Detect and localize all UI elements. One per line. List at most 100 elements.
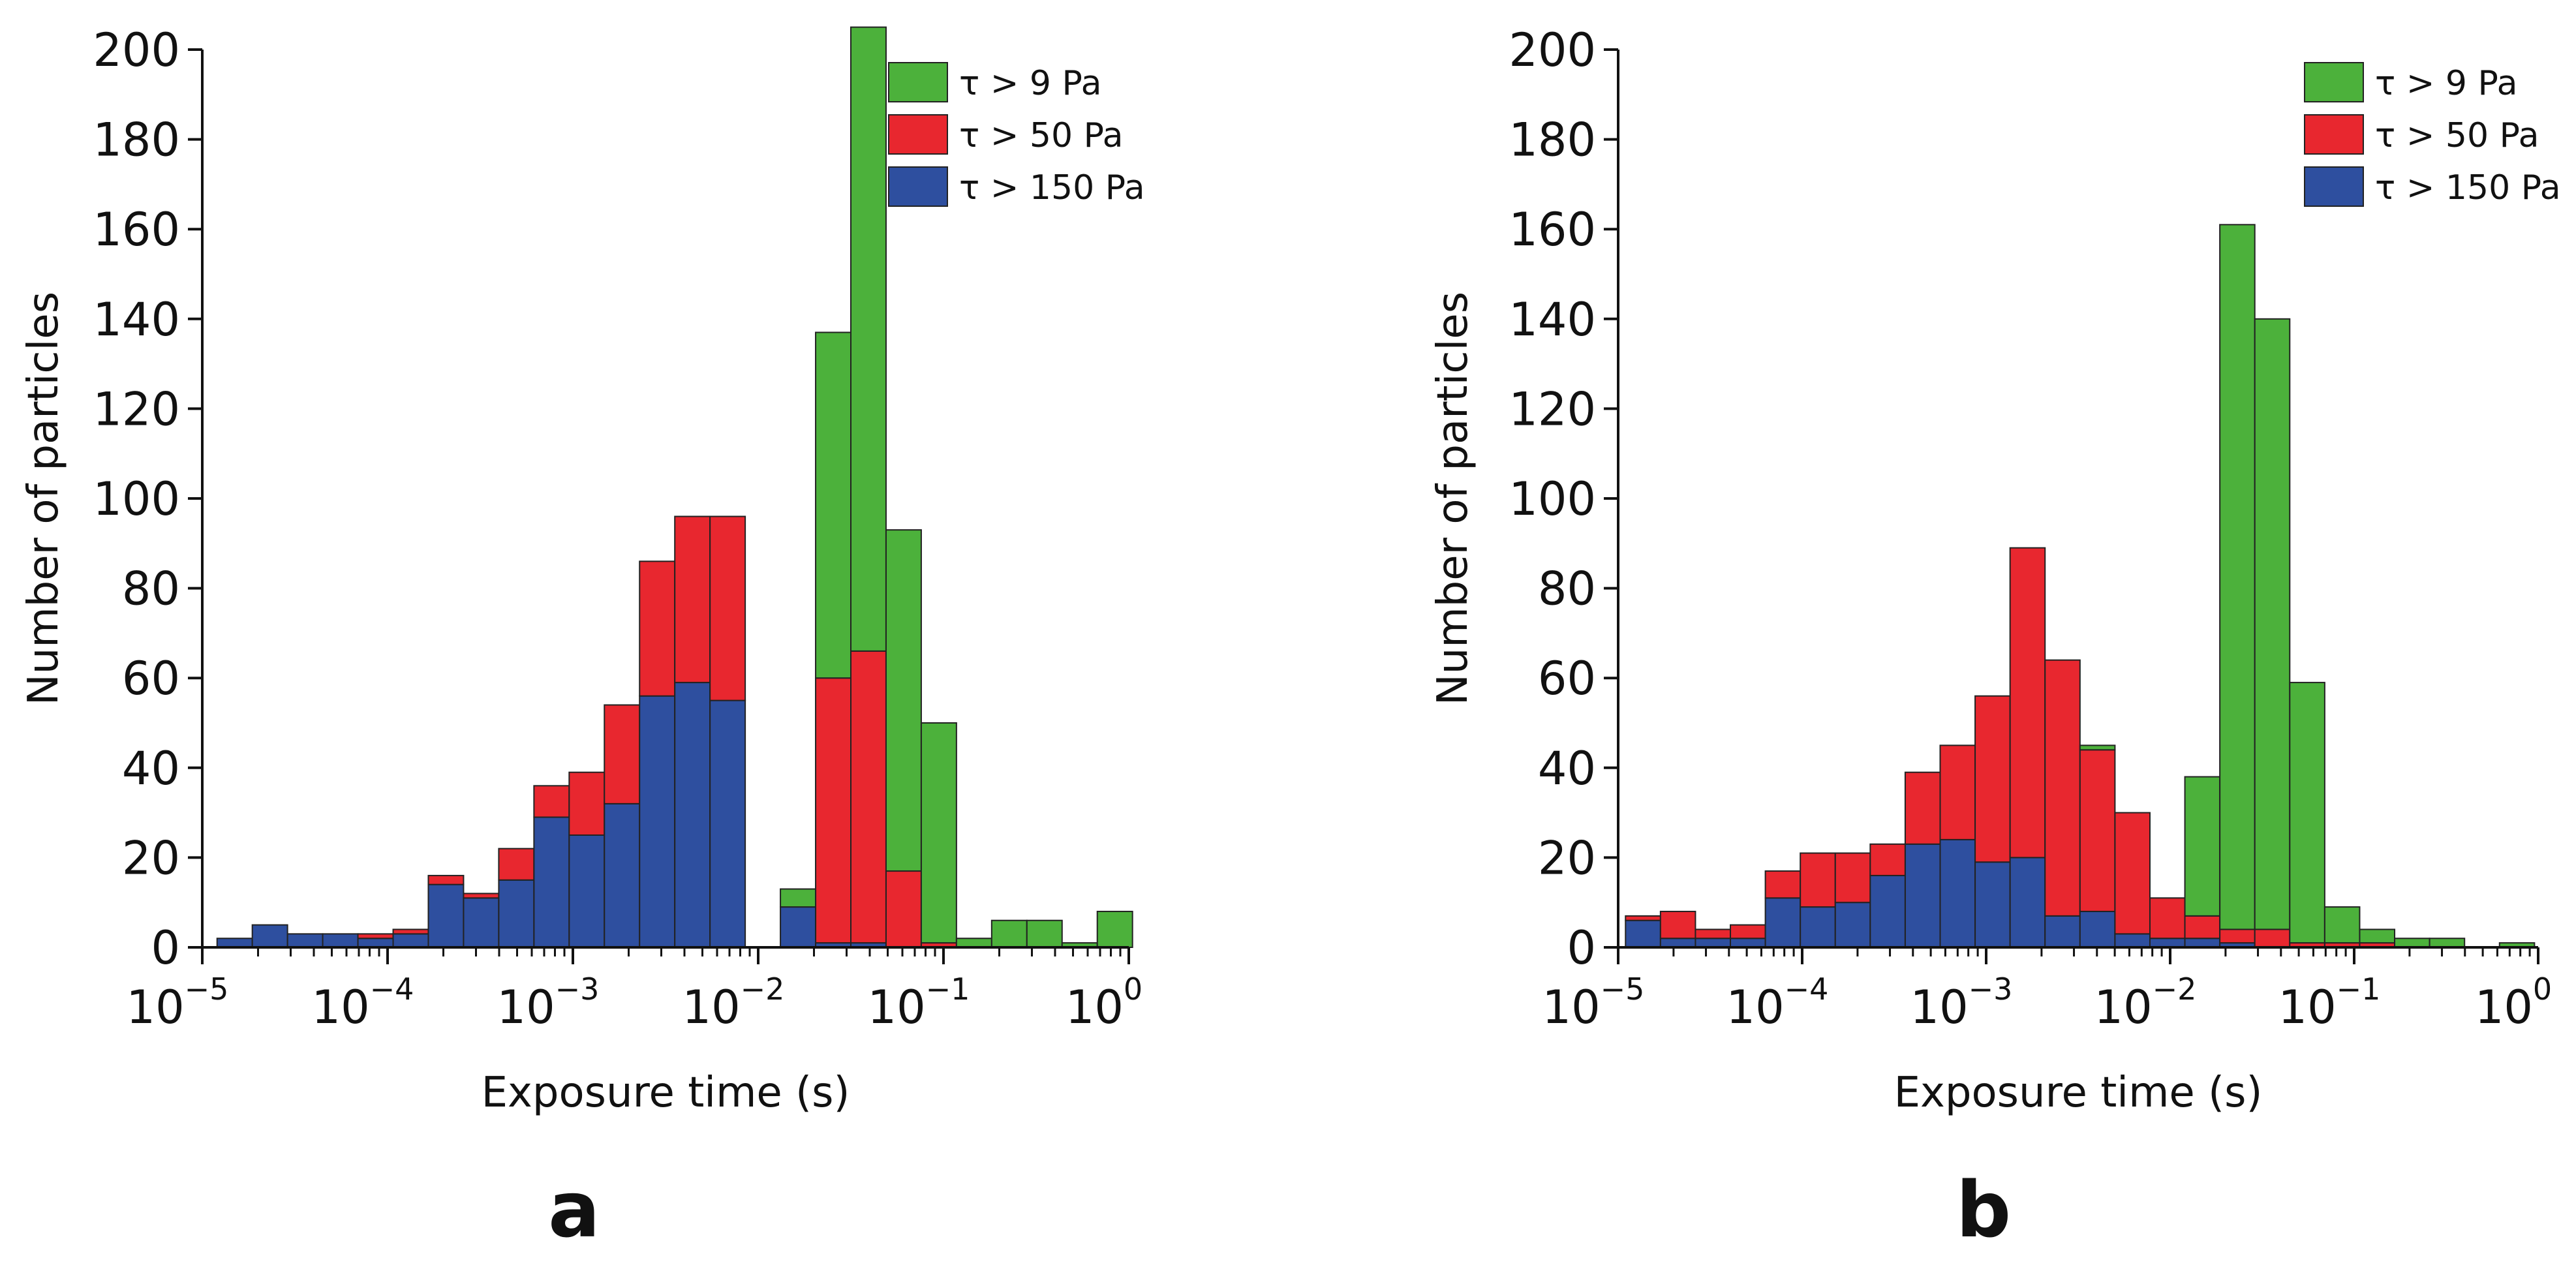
bar-tau150-bin-7: [1869, 874, 1906, 949]
bar-tau150-bin-4: [357, 938, 394, 948]
bar-tau150-bin-1: [251, 924, 288, 948]
y-tick-label: 160: [93, 203, 180, 256]
bar-tau9-bin-19: [885, 529, 922, 872]
bar-tau9-bin-21: [955, 938, 992, 948]
bar-tau50-bin-12: [2044, 659, 2081, 917]
bar-tau9-bin-20: [920, 722, 957, 944]
bar-tau150-bin-7: [463, 897, 500, 948]
bar-tau50-bin-0: [1625, 915, 1661, 921]
bar-tau50-bin-4: [357, 933, 394, 940]
x-tick-exponent: 0: [1124, 971, 1142, 1007]
bar-tau150-bin-0: [216, 938, 253, 948]
y-tick-label: 80: [122, 562, 180, 616]
x-tick-exponent: −1: [2337, 971, 2381, 1007]
bar-tau150-bin-13: [2079, 910, 2116, 948]
bar-tau150-bin-11: [2009, 857, 2046, 949]
legend-swatch-tau150: [2304, 166, 2364, 207]
x-tick-exponent: −4: [1785, 971, 1829, 1007]
bar-tau150-bin-15: [2149, 938, 2186, 948]
bar-tau50-bin-13: [2079, 749, 2116, 912]
x-axis-title: Exposure time (s): [1894, 1069, 2263, 1117]
y-tick-label: 20: [1538, 831, 1596, 885]
bar-tau50-bin-17: [2219, 928, 2256, 944]
y-tick-label: 0: [151, 921, 180, 975]
bar-tau50-bin-9: [533, 785, 570, 818]
y-tick-label: 40: [1538, 742, 1596, 795]
x-tick-base: 10: [1910, 981, 1969, 1034]
legend-label-tau50: τ > 50 Pa: [959, 116, 1124, 155]
bar-tau150-bin-10: [568, 834, 606, 948]
y-tick-label: 200: [1509, 23, 1596, 77]
legend-swatch-tau50: [2304, 114, 2364, 155]
y-tick-label: 80: [1538, 562, 1596, 616]
bar-tau9-bin-22: [2394, 938, 2430, 948]
y-tick-label: 100: [1509, 472, 1596, 526]
x-tick-exponent: 0: [2533, 971, 2552, 1007]
x-tick-label: 10−4: [312, 971, 414, 1034]
x-tick-label: 100: [2475, 971, 2552, 1034]
bar-tau9-bin-18: [2254, 318, 2291, 930]
bar-tau50-bin-18: [2254, 928, 2291, 948]
bar-tau150-bin-5: [392, 933, 429, 948]
bar-tau50-bin-10: [568, 771, 606, 836]
x-tick-base: 10: [1066, 981, 1124, 1034]
bar-tau50-bin-9: [1939, 744, 1976, 840]
bar-tau50-bin-12: [639, 560, 676, 697]
bar-tau50-bin-19: [885, 870, 922, 949]
bar-tau9-bin-20: [2323, 906, 2361, 944]
bar-tau9-bin-19: [2289, 682, 2325, 944]
legend-label-tau50: τ > 50 Pa: [2375, 116, 2539, 155]
bar-tau9-bin-23: [2429, 938, 2466, 948]
bar-tau150-bin-11: [604, 803, 641, 948]
x-tick-base: 10: [682, 981, 741, 1034]
bar-tau150-bin-9: [1939, 838, 1976, 948]
x-tick-exponent: −2: [741, 971, 785, 1007]
y-tick-label: 200: [93, 23, 180, 77]
y-tick-label: 20: [122, 831, 180, 885]
y-tick-label: 180: [1509, 114, 1596, 167]
bar-tau150-bin-0: [1625, 919, 1661, 948]
bar-tau50-bin-11: [604, 704, 641, 804]
x-tick-base: 10: [127, 981, 185, 1034]
x-tick-base: 10: [2278, 981, 2337, 1034]
bar-tau50-bin-14: [2114, 812, 2151, 935]
bar-tau150-bin-6: [427, 883, 465, 949]
x-tick-base: 10: [868, 981, 926, 1034]
bar-tau150-bin-4: [1764, 897, 1802, 948]
bar-tau50-bin-13: [674, 515, 711, 684]
bar-tau150-bin-1: [1659, 938, 1696, 948]
x-tick-label: 100: [1066, 971, 1142, 1034]
y-axis-title: Number of particles: [20, 292, 68, 705]
bar-tau9-bin-18: [850, 26, 887, 652]
y-tick-label: 120: [93, 382, 180, 436]
bar-tau150-bin-9: [533, 816, 570, 948]
x-tick-label: 10−2: [682, 971, 785, 1034]
bar-tau150-bin-10: [1974, 861, 2011, 949]
bar-tau150-bin-5: [1800, 906, 1836, 948]
legend-label-tau150: τ > 150 Pa: [2375, 168, 2561, 207]
x-tick-base: 10: [2475, 981, 2533, 1034]
y-tick-label: 120: [1509, 382, 1596, 436]
y-tick-label: 140: [1509, 293, 1596, 346]
x-tick-label: 10−5: [1542, 971, 1645, 1034]
bar-tau9-bin-16: [2184, 776, 2221, 917]
bar-tau50-bin-15: [2149, 897, 2186, 940]
bar-tau50-bin-2: [1694, 928, 1732, 940]
y-tick-label: 100: [93, 472, 180, 526]
x-tick-exponent: −5: [1601, 971, 1645, 1007]
bar-tau150-bin-2: [1694, 938, 1732, 948]
bar-tau9-bin-17: [815, 331, 852, 679]
bar-tau50-bin-17: [815, 677, 852, 944]
x-tick-base: 10: [497, 981, 555, 1034]
bar-tau150-bin-12: [2044, 915, 2081, 948]
y-tick-label: 160: [1509, 203, 1596, 256]
bar-tau50-bin-6: [1834, 852, 1871, 904]
bar-tau50-bin-4: [1764, 870, 1802, 899]
x-tick-exponent: −4: [370, 971, 414, 1007]
x-tick-label: 10−1: [868, 971, 970, 1034]
y-tick-label: 0: [1567, 921, 1596, 975]
legend-swatch-tau9: [2304, 62, 2364, 102]
y-tick-label: 140: [93, 293, 180, 346]
